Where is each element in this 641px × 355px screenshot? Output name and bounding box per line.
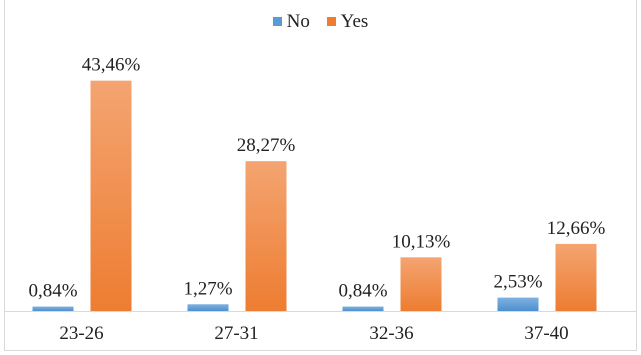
x-tick-label-37-40: 37-40: [524, 323, 568, 344]
bar-no-32-36: [342, 306, 384, 311]
data-label-yes-32-36: 10,13%: [392, 231, 451, 252]
legend: No Yes: [0, 10, 641, 33]
bar-yes-37-40: [555, 243, 597, 311]
bars-group: [32, 80, 597, 311]
x-tick-labels-group: 23-26 27-31 32-36 37-40: [59, 323, 568, 344]
data-labels-group: 0,84% 43,46% 1,27% 28,27% 0,84% 10,13% 2,53% 12…: [28, 55, 605, 302]
legend-label-no: No: [286, 10, 310, 32]
bar-no-27-31: [187, 304, 229, 311]
data-label-yes-37-40: 12,66%: [547, 218, 606, 239]
data-label-no-37-40: 2,53%: [493, 272, 542, 293]
data-label-yes-27-31: 28,27%: [237, 135, 296, 156]
bar-no-37-40: [497, 297, 539, 311]
chart-frame: [4, 0, 637, 351]
data-label-yes-23-26: 43,46%: [82, 55, 141, 76]
legend-item-yes: Yes: [326, 10, 369, 33]
x-tick-label-32-36: 32-36: [369, 323, 413, 344]
legend-swatch-no: [272, 17, 282, 26]
data-label-no-23-26: 0,84%: [28, 281, 77, 302]
legend-item-no: No: [272, 10, 310, 33]
legend-swatch-yes: [326, 17, 336, 26]
x-tick-label-27-31: 27-31: [214, 323, 258, 344]
data-label-no-32-36: 0,84%: [338, 281, 387, 302]
bar-yes-27-31: [245, 161, 287, 311]
x-tick-label-23-26: 23-26: [59, 323, 103, 344]
bar-no-23-26: [32, 306, 74, 311]
legend-label-yes: Yes: [340, 10, 369, 32]
data-label-no-27-31: 1,27%: [183, 278, 232, 299]
bar-yes-23-26: [90, 80, 132, 311]
bar-yes-32-36: [400, 257, 442, 311]
